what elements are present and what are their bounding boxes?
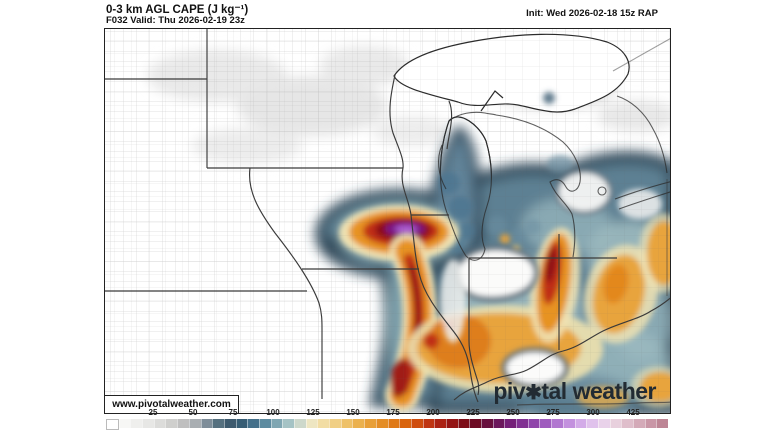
colorbar-cell bbox=[235, 419, 248, 428]
colorbar-cell bbox=[247, 419, 259, 428]
colorbar-tick-labels: 25 50 75 100 125 150 175 200 225 250 275 300 425 bbox=[96, 408, 672, 418]
shorelines bbox=[437, 38, 670, 261]
colorbar-tick: 150 bbox=[346, 408, 360, 417]
map-canvas bbox=[104, 28, 671, 414]
colorbar-cell bbox=[270, 419, 283, 428]
colorbar-cell bbox=[282, 419, 294, 428]
colorbar-cell bbox=[130, 419, 143, 428]
colorbar-tick: 250 bbox=[506, 408, 520, 417]
colorbar-cell bbox=[621, 419, 633, 428]
colorbar-cell bbox=[153, 419, 166, 428]
colorbar-tick: 200 bbox=[426, 408, 440, 417]
state-borders bbox=[105, 29, 670, 406]
colorbar-cell bbox=[597, 419, 610, 428]
colorbar-cell bbox=[329, 419, 341, 428]
colorbar-cell bbox=[445, 419, 458, 428]
colorbar-tick: 125 bbox=[306, 408, 320, 417]
colorbar-cell bbox=[469, 419, 481, 428]
pivotal-weather-logo: piv✱tal weather bbox=[493, 378, 656, 405]
county-grid-overlay bbox=[105, 29, 670, 413]
colorbar-cell bbox=[574, 419, 587, 428]
colorbar-cell bbox=[200, 419, 213, 428]
colorbar-tick: 275 bbox=[546, 408, 560, 417]
colorbar-cell bbox=[457, 419, 470, 428]
colorbar-tick: 75 bbox=[228, 408, 238, 417]
colorbar-cell bbox=[551, 419, 563, 428]
colorbar-cell bbox=[527, 419, 540, 428]
colorbar-cell bbox=[422, 419, 435, 428]
colorbar-cell bbox=[294, 419, 306, 428]
colorbar-cell bbox=[258, 419, 271, 428]
colorbar-cell bbox=[340, 419, 353, 428]
colorbar-cell bbox=[609, 419, 622, 428]
colorbar-cell bbox=[317, 419, 330, 428]
colorbar-cell bbox=[481, 419, 493, 428]
colorbar-tick: 25 bbox=[148, 408, 158, 417]
colorbar-cell bbox=[106, 419, 119, 430]
colorbar-cell bbox=[586, 419, 598, 428]
colorbar-tick: 300 bbox=[586, 408, 600, 417]
colorbar-cell bbox=[118, 419, 131, 428]
colorbar-tick: 175 bbox=[386, 408, 400, 417]
colorbar-cell bbox=[165, 419, 178, 428]
colorbar-cell bbox=[492, 419, 505, 428]
logo-star-icon: ✱ bbox=[525, 382, 542, 404]
colorbar-cell bbox=[142, 419, 154, 428]
colorbar-tick: 425 bbox=[626, 408, 640, 417]
colorbar-cell bbox=[399, 419, 411, 428]
colorbar-cell bbox=[305, 419, 318, 428]
colorbar-cell bbox=[188, 419, 201, 428]
map-panel: 0-3 km AGL CAPE (J kg⁻¹) F032 Valid: Thu… bbox=[96, 0, 672, 432]
colorbar-tick: 225 bbox=[466, 408, 480, 417]
model-init-label: Init: Wed 2026-02-18 15z RAP bbox=[526, 8, 658, 19]
colorbar-cell bbox=[387, 419, 400, 428]
colorbar-tick: 100 bbox=[266, 408, 280, 417]
colorbar-cell bbox=[212, 419, 224, 428]
colorbar-cell bbox=[504, 419, 517, 428]
colorbar bbox=[106, 419, 668, 430]
forecast-valid-label: F032 Valid: Thu 2026-02-19 23z bbox=[106, 15, 245, 26]
colorbar-cell bbox=[644, 419, 657, 428]
colorbar-cell bbox=[539, 419, 552, 428]
colorbar-cell bbox=[364, 419, 376, 428]
colorbar-cell bbox=[516, 419, 528, 428]
colorbar-cell bbox=[177, 419, 189, 428]
colorbar-cell bbox=[434, 419, 446, 428]
colorbar-cell bbox=[562, 419, 575, 428]
colorbar-cell bbox=[352, 419, 365, 428]
colorbar-cell bbox=[632, 419, 645, 428]
cape-map-svg bbox=[105, 29, 670, 413]
colorbar-cell bbox=[656, 419, 668, 428]
colorbar-cell bbox=[375, 419, 388, 428]
logo-text-post: tal weather bbox=[541, 378, 656, 404]
colorbar-tick: 50 bbox=[188, 408, 198, 417]
watermark-url: www.pivotalweather.com bbox=[112, 399, 231, 410]
watermark-box: www.pivotalweather.com bbox=[104, 395, 239, 414]
page-title: 0-3 km AGL CAPE (J kg⁻¹) bbox=[106, 4, 249, 16]
colorbar-cell bbox=[410, 419, 423, 428]
colorbar-cell bbox=[223, 419, 236, 428]
logo-text-pre: piv bbox=[493, 378, 526, 404]
